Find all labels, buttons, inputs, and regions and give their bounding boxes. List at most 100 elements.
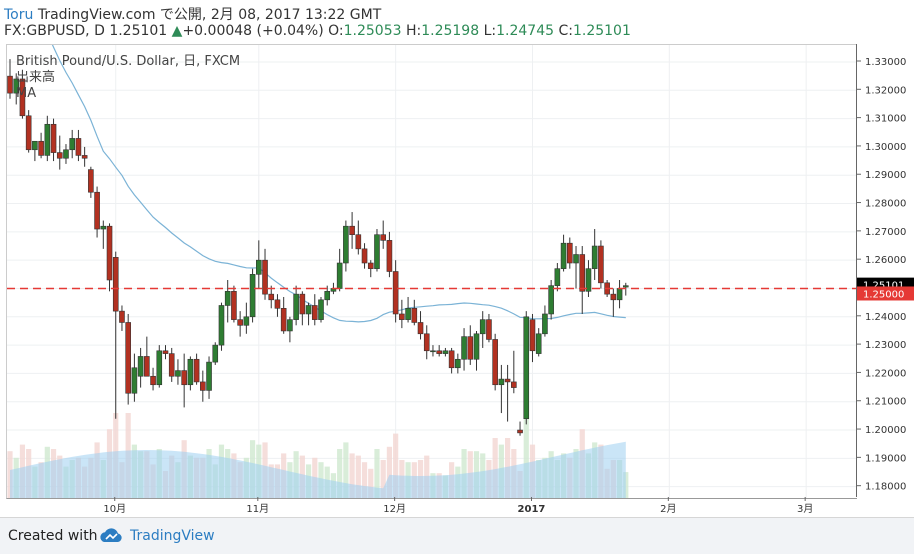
- candle: [44, 115, 51, 162]
- candle: [218, 302, 225, 351]
- legend-volume[interactable]: 出来高: [16, 70, 56, 85]
- candle-body: [125, 322, 131, 394]
- candle: [144, 336, 150, 377]
- candle: [436, 345, 442, 357]
- candle-body: [63, 149, 69, 159]
- price-tick-label: 1.24000: [865, 312, 906, 323]
- last-price: 1.25101: [109, 23, 168, 39]
- time-tick-label: 11月: [246, 503, 269, 515]
- candle: [187, 356, 194, 391]
- time-tick-label: 2017: [518, 504, 546, 515]
- candle: [324, 285, 331, 306]
- candle-body: [535, 333, 542, 354]
- volume-bar: [393, 433, 399, 498]
- candle: [448, 347, 455, 374]
- candle: [13, 73, 20, 105]
- candle: [75, 129, 82, 162]
- time-axis[interactable]: 10月 11月 12月 2017 2月 3月: [6, 497, 856, 517]
- candle: [156, 345, 163, 388]
- candle: [125, 313, 131, 405]
- volume-bar: [380, 460, 386, 498]
- candle-body: [473, 333, 480, 360]
- candle: [467, 325, 474, 365]
- candle: [38, 132, 44, 159]
- author-name[interactable]: Toru: [4, 7, 34, 23]
- footer-bar: Created with TradingView: [0, 517, 914, 554]
- candlestick-chart[interactable]: [7, 0, 857, 498]
- candle: [455, 353, 461, 374]
- legend-symbol[interactable]: British Pound/U.S. Dollar, 日, FXCM: [16, 54, 241, 69]
- candle-body: [361, 248, 368, 264]
- candle-body: [256, 259, 262, 275]
- candle-body: [598, 245, 604, 284]
- candle: [293, 285, 299, 326]
- candle: [374, 229, 380, 272]
- candle: [100, 220, 107, 249]
- candle-body: [187, 358, 194, 386]
- tradingview-cloud-icon[interactable]: [98, 526, 124, 546]
- candle: [473, 330, 480, 371]
- candle: [137, 347, 144, 388]
- candle-body: [112, 257, 119, 312]
- candle-body: [144, 356, 150, 377]
- volume-bar: [343, 442, 349, 498]
- candle-body: [324, 291, 331, 301]
- candle-body: [193, 358, 200, 383]
- candle: [585, 260, 592, 297]
- candle-body: [498, 378, 505, 386]
- candle-body: [430, 350, 436, 353]
- candle: [349, 212, 355, 249]
- candle: [231, 285, 237, 323]
- candle-body: [486, 319, 492, 340]
- candle-body: [218, 305, 225, 346]
- candle: [318, 296, 324, 323]
- close-value: 1.25101: [572, 23, 631, 39]
- time-axis-svg: 10月 11月 12月 2017 2月 3月: [103, 497, 813, 515]
- volume-bar: [361, 462, 368, 498]
- candle: [56, 135, 63, 170]
- candle-body: [38, 140, 44, 156]
- candle: [479, 311, 486, 348]
- candle-body: [367, 262, 374, 269]
- time-tick-label: 3月: [797, 503, 813, 515]
- volume-bar: [337, 449, 343, 498]
- candle: [504, 364, 511, 422]
- tradingview-brand[interactable]: TradingView: [130, 528, 215, 544]
- candle-body: [293, 293, 299, 320]
- candle-body: [585, 268, 592, 292]
- volume-bar: [349, 453, 355, 498]
- open-value: 1.25053: [343, 23, 402, 39]
- candle: [131, 353, 138, 402]
- volume-bar: [386, 446, 393, 498]
- candle-body: [231, 291, 237, 320]
- candle: [566, 237, 573, 269]
- candle: [81, 146, 88, 167]
- created-with-text: Created with: [8, 528, 98, 544]
- candle: [361, 243, 368, 269]
- candle-body: [411, 308, 418, 323]
- candle: [299, 291, 306, 326]
- candle-body: [268, 293, 275, 301]
- candle: [523, 311, 530, 425]
- published-text: TradingView.com で公開, 2月 08, 2017 13:22 G…: [37, 7, 382, 23]
- high-label: H:: [405, 23, 422, 39]
- chart-plot-area[interactable]: [6, 0, 857, 499]
- low-label: L:: [483, 23, 497, 39]
- candle: [554, 263, 561, 292]
- candle-body: [274, 299, 281, 309]
- candle-body: [280, 308, 287, 332]
- volume-bar: [492, 438, 498, 498]
- price-tick-label: 1.26000: [865, 255, 906, 266]
- candle-body: [287, 319, 293, 332]
- candle: [579, 246, 586, 314]
- legend-ma[interactable]: MA: [16, 86, 37, 101]
- candle: [486, 313, 492, 343]
- open-label: O:: [328, 23, 344, 39]
- volume-bar: [368, 468, 374, 498]
- candle-body: [529, 319, 536, 352]
- candle-body: [100, 225, 107, 230]
- candle-body: [504, 378, 511, 383]
- price-axis[interactable]: 1.18000 1.19000 1.20000 1.21000 1.22000 1.230…: [856, 44, 914, 497]
- candle: [262, 248, 268, 300]
- candle-body: [137, 356, 144, 377]
